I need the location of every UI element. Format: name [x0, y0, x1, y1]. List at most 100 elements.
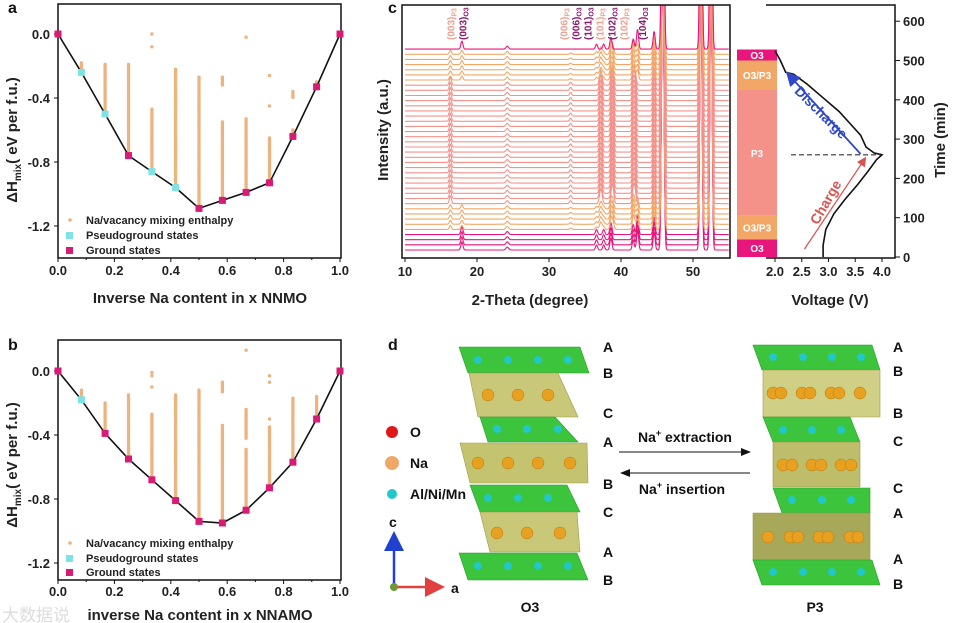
y-axis-title: Intensity (a.u.) [375, 79, 392, 181]
y-tick-label: -0.8 [28, 492, 50, 507]
metal-atom [769, 568, 777, 576]
metal-atom [564, 562, 572, 570]
ground-state-point [266, 179, 273, 187]
pseudoground-state-point [172, 184, 180, 192]
legend-marker-pseudoground [66, 555, 73, 562]
x-tick-label: 2.5 [793, 264, 811, 279]
xrd-trace [405, 5, 729, 81]
panel-c-xrd-chart: 2-Theta (degree) Intensity (a.u.) 10 20 30… [375, 4, 731, 309]
sodium-atom [785, 458, 799, 472]
x-tick-label: 0.6 [218, 584, 236, 599]
x-axis-title: Voltage (V) [791, 292, 868, 309]
metal-atom [828, 568, 836, 576]
metal-atom [474, 356, 482, 364]
sodium-atom [814, 458, 828, 472]
xrd-trace [405, 5, 729, 251]
stacking-label: A [893, 551, 903, 567]
metal-atom [818, 496, 826, 504]
mixing-enthalpy-point [267, 417, 272, 421]
mixing-enthalpy-point [244, 35, 248, 39]
metal-atom [769, 353, 777, 361]
metal-atom [474, 562, 482, 570]
metal-atom [788, 496, 796, 504]
xrd-trace [405, 5, 729, 205]
a-axis-label: a [451, 580, 459, 596]
voltage-frame [766, 4, 896, 259]
o3-title: O3 [521, 599, 540, 615]
peak-label: (102)P3 [619, 8, 631, 40]
sodium-atom [821, 530, 835, 544]
legend-label-pseudoground: Pseudoground states [86, 230, 198, 242]
xrd-trace [405, 5, 729, 220]
x-axis-title: inverse Na content in x NNAMO [87, 607, 312, 623]
panel-letter-b: b [8, 337, 18, 354]
x-tick-label: 2.0 [766, 264, 784, 279]
metal-atom [504, 356, 512, 364]
x-tick-label: 0.4 [162, 263, 181, 278]
y-tick-label: -1.2 [28, 556, 50, 571]
x-tick-label: 1.0 [331, 584, 349, 599]
phase-label: O3 [750, 51, 764, 62]
legend-marker-mixing [68, 541, 72, 545]
y-axis-title: ΔHmix( eV per f.u.) [4, 77, 24, 203]
panel-letter-c: c [388, 0, 397, 17]
stacking-label: B [603, 365, 613, 381]
x-tick-label: 1.0 [331, 263, 349, 278]
x-tick-label: 0.0 [49, 584, 67, 599]
extraction-label: Na+ extraction [638, 428, 732, 445]
sodium-atom [853, 386, 867, 400]
xrd-trace [405, 5, 729, 91]
mixing-enthalpy-point [220, 83, 225, 87]
y-tick-label: -0.4 [28, 428, 51, 443]
legend-marker-pseudoground [66, 232, 73, 239]
x-axis-title: 2-Theta (degree) [472, 292, 589, 309]
xrd-trace [405, 5, 729, 71]
xrd-trace [405, 5, 729, 97]
y-tick-label: 400 [903, 93, 925, 108]
legend-marker-mixing [68, 218, 72, 222]
legend-label-na: Na [410, 455, 428, 471]
sodium-layer [762, 369, 881, 418]
x-axis-title: Inverse Na content in x NNMO [93, 290, 308, 307]
metal-atom [828, 353, 836, 361]
ground-state-point [54, 30, 62, 38]
sodium-layer [459, 442, 589, 484]
ground-state-point [289, 132, 297, 140]
x-tick-label: 3.0 [819, 264, 837, 279]
x-tick-label: 30 [542, 264, 556, 279]
ground-state-point [195, 517, 203, 525]
panel-b-hull-chart: inverse Na content in x NNAMO ΔHmix( eV … [2, 339, 349, 623]
panel-a-hull-chart: Inverse Na content in x NNMO ΔHmix( eV p… [4, 3, 349, 307]
mixing-enthalpy-point [150, 370, 154, 375]
metal-atom [779, 426, 787, 434]
y-tick-label: -0.8 [28, 155, 50, 170]
metal-atom [837, 426, 845, 434]
x-tick-label: 20 [470, 264, 484, 279]
y-tick-label: 100 [903, 211, 925, 226]
legend-marker-ground [66, 569, 73, 576]
stacking-label: C [893, 433, 903, 449]
x-tick-label: 0.8 [275, 263, 293, 278]
discharge-arrow [785, 71, 862, 155]
phase-bar-o3 [737, 239, 777, 257]
metal-atom [564, 356, 572, 364]
pseudoground-state-point [77, 396, 85, 404]
axis-origin [390, 583, 398, 591]
xrd-trace [405, 5, 729, 246]
xrd-trace [405, 5, 729, 143]
stacking-label: A [603, 434, 613, 450]
stacking-label: B [893, 405, 903, 421]
ground-state-point [172, 497, 180, 505]
x-tick-label: 0.0 [49, 263, 67, 278]
xrd-trace [405, 5, 729, 107]
x-tick-label: 0.2 [105, 263, 123, 278]
sodium-legend-marker [385, 456, 399, 470]
x-tick-label: 10 [398, 264, 412, 279]
legend-label-mixing: Na/vacancy mixing enthalpy [86, 538, 234, 550]
insertion-label: Na+ insertion [639, 480, 725, 497]
mixing-enthalpy-point [267, 380, 272, 384]
ground-state-point [218, 519, 226, 527]
xrd-trace [405, 5, 729, 179]
ground-state-point [266, 484, 273, 492]
